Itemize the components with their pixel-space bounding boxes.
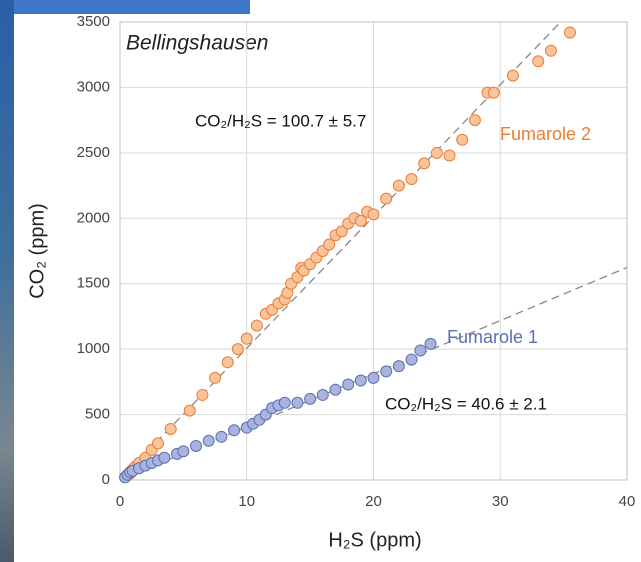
- data-point: [316, 388, 329, 401]
- y-tick-label: 2500: [77, 144, 110, 161]
- data-point: [367, 208, 380, 221]
- y-axis-label: CO₂ (ppm): [26, 203, 48, 299]
- data-point: [183, 404, 196, 417]
- data-point: [354, 214, 367, 227]
- chart-panel: [14, 14, 641, 562]
- plot-frame: [119, 21, 628, 481]
- data-point: [240, 332, 253, 345]
- data-point: [228, 424, 241, 437]
- x-tick-label: 0: [116, 493, 124, 510]
- photo-strip: [0, 0, 250, 14]
- data-point: [380, 192, 393, 205]
- data-point: [278, 396, 291, 409]
- data-point: [468, 114, 481, 127]
- data-point: [418, 157, 431, 170]
- data-point: [487, 86, 500, 99]
- data-point: [506, 69, 519, 82]
- trend-line: [119, 21, 562, 481]
- data-point: [443, 149, 456, 162]
- data-point: [405, 173, 418, 186]
- y-tick-label: 3000: [77, 78, 110, 95]
- data-point: [158, 451, 171, 464]
- data-point: [392, 360, 405, 373]
- data-point: [392, 179, 405, 192]
- data-point: [215, 430, 228, 443]
- data-point: [152, 437, 165, 450]
- data-point: [196, 388, 209, 401]
- y-tick-label: 3500: [77, 13, 110, 30]
- data-point: [209, 371, 222, 384]
- data-point: [354, 374, 367, 387]
- data-point: [532, 55, 545, 68]
- data-point: [414, 344, 427, 357]
- x-tick-label: 40: [619, 493, 636, 510]
- data-point: [563, 26, 576, 39]
- data-point: [202, 434, 215, 447]
- x-axis-label: H₂S (ppm): [328, 529, 421, 551]
- data-point: [221, 356, 234, 369]
- ratio-annotation: CO₂/H₂S = 40.6 ± 2.1: [385, 394, 547, 413]
- data-point: [177, 445, 190, 458]
- data-point: [291, 396, 304, 409]
- data-point: [231, 343, 244, 356]
- data-point: [424, 337, 437, 350]
- y-tick-label: 1500: [77, 275, 110, 292]
- data-point: [304, 392, 317, 405]
- x-tick-label: 20: [365, 493, 382, 510]
- data-point: [430, 146, 443, 159]
- data-point: [405, 353, 418, 366]
- data-point: [456, 133, 469, 146]
- x-tick-label: 30: [492, 493, 509, 510]
- ratio-annotation: CO₂/H₂S = 100.7 ± 5.7: [195, 111, 366, 130]
- data-point: [250, 319, 263, 332]
- data-point: [335, 225, 348, 238]
- data-point: [323, 238, 336, 251]
- data-point: [329, 383, 342, 396]
- data-point: [380, 365, 393, 378]
- photo-edge: [0, 0, 14, 562]
- data-point: [544, 44, 557, 57]
- data-point: [190, 439, 203, 452]
- x-tick-label: 10: [238, 493, 255, 510]
- y-tick-label: 0: [102, 471, 110, 488]
- y-tick-label: 500: [85, 406, 110, 423]
- y-tick-label: 1000: [77, 340, 110, 357]
- series-label: Fumarole 2: [500, 124, 591, 144]
- data-point: [342, 378, 355, 391]
- data-point: [164, 422, 177, 435]
- chart-title: Bellingshausen: [126, 32, 268, 55]
- data-point: [367, 371, 380, 384]
- y-tick-label: 2000: [77, 209, 110, 226]
- series-label: Fumarole 1: [447, 327, 538, 347]
